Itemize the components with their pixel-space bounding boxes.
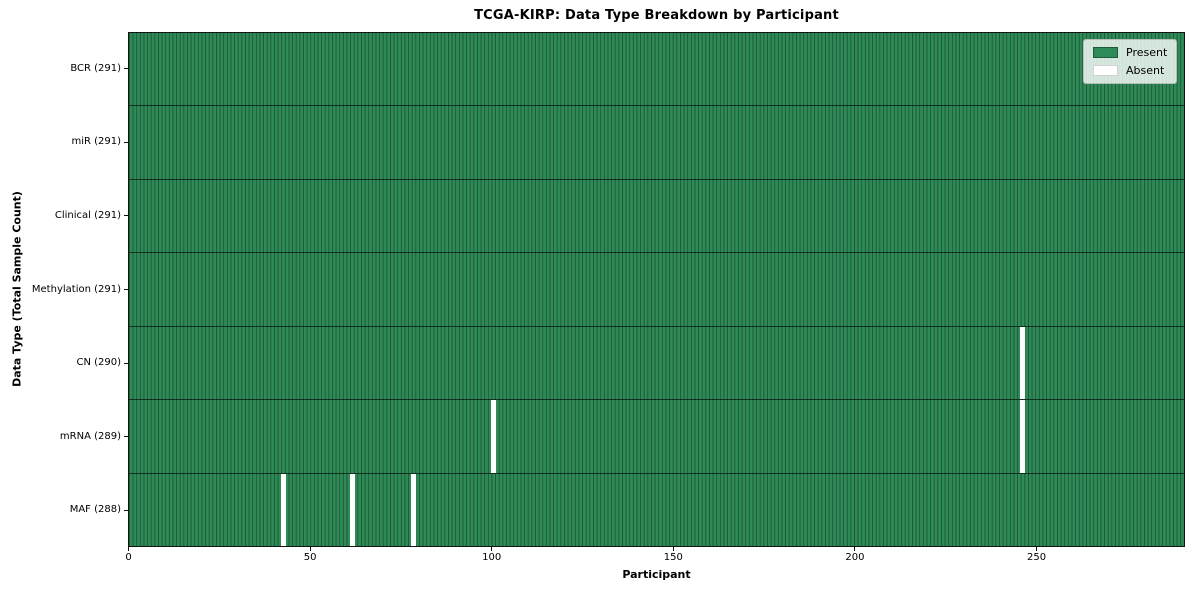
absent-swatch-icon xyxy=(1093,65,1118,76)
heatmap-row-miR xyxy=(129,105,1184,179)
legend-label-absent: Absent xyxy=(1126,64,1165,77)
legend: Present Absent xyxy=(1083,39,1178,84)
chart-title: TCGA-KIRP: Data Type Breakdown by Partic… xyxy=(474,8,839,23)
x-tick-mark xyxy=(854,547,856,551)
y-tick-label-Methylation: Methylation (291) xyxy=(31,283,121,295)
x-tick-mark xyxy=(491,547,493,551)
x-tick-label-100: 100 xyxy=(482,552,502,563)
heatmap-row-Clinical xyxy=(129,178,1184,253)
y-tick-mark xyxy=(124,141,128,143)
y-tick-label-Clinical: Clinical (291) xyxy=(54,209,121,221)
heatmap-row-Methylation xyxy=(129,252,1184,326)
x-tick-label-150: 150 xyxy=(663,552,683,563)
x-axis-label: Participant xyxy=(622,568,691,581)
y-tick-mark xyxy=(124,68,128,70)
absent-gap-MAF-42 xyxy=(280,473,286,546)
y-tick-mark xyxy=(124,215,128,217)
legend-item-present: Present xyxy=(1093,46,1167,59)
plot-area xyxy=(128,32,1185,547)
x-tick-mark xyxy=(1036,547,1038,551)
y-tick-label-mRNA: mRNA (289) xyxy=(59,430,121,442)
y-tick-mark xyxy=(124,436,128,438)
y-tick-mark xyxy=(124,509,128,511)
y-tick-mark xyxy=(124,362,128,364)
x-tick-mark xyxy=(309,547,311,551)
heatmap-row-mRNA xyxy=(129,399,1184,473)
y-tick-mark xyxy=(124,289,128,290)
y-tick-label-miR: miR (291) xyxy=(71,136,121,148)
y-tick-label-CN: CN (290) xyxy=(76,357,121,369)
absent-gap-MAF-61 xyxy=(349,473,355,546)
y-tick-label-BCR: BCR (291) xyxy=(70,62,121,74)
x-tick-label-50: 50 xyxy=(303,552,317,563)
heatmap-row-BCR xyxy=(129,33,1184,106)
absent-gap-MAF-78 xyxy=(411,473,417,546)
x-tick-mark xyxy=(128,547,129,551)
x-tick-label-200: 200 xyxy=(845,552,865,563)
x-tick-label-0: 0 xyxy=(125,552,132,563)
absent-gap-CN-246 xyxy=(1020,326,1026,400)
legend-label-present: Present xyxy=(1126,46,1168,59)
heatmap-row-MAF xyxy=(129,472,1184,546)
y-tick-label-MAF: MAF (288) xyxy=(69,504,121,516)
legend-item-absent: Absent xyxy=(1093,64,1167,77)
present-swatch-icon xyxy=(1093,47,1118,58)
absent-gap-mRNA-100 xyxy=(491,400,497,473)
absent-gap-mRNA-246 xyxy=(1020,400,1026,473)
x-tick-mark xyxy=(672,547,674,551)
x-tick-label-250: 250 xyxy=(1027,552,1047,563)
heatmap-row-CN xyxy=(129,325,1184,400)
